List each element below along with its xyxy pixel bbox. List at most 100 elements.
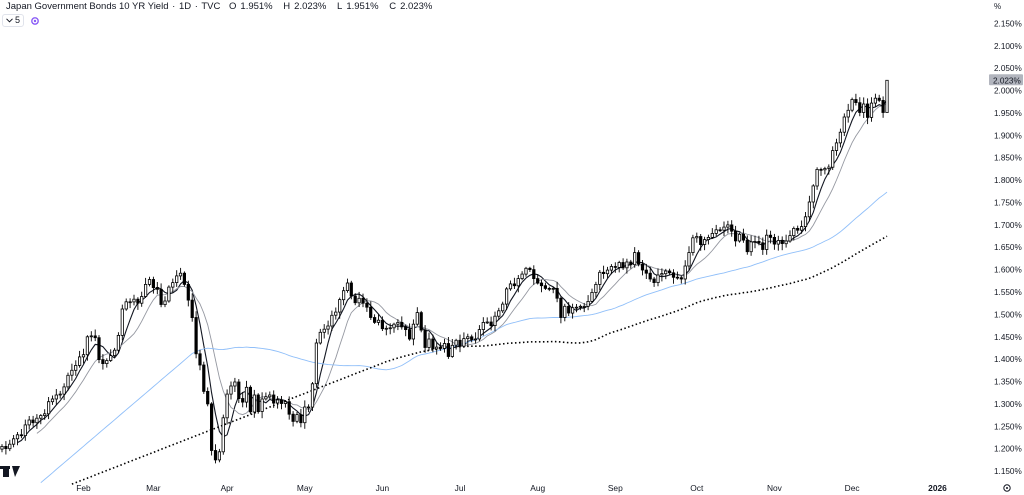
candle bbox=[776, 235, 780, 251]
last-price-badge bbox=[989, 74, 1023, 86]
candle bbox=[365, 298, 369, 312]
candle bbox=[357, 291, 361, 307]
candle bbox=[877, 94, 881, 103]
candle bbox=[664, 268, 668, 280]
price-tick-label: 1.450% bbox=[994, 333, 1022, 342]
candle bbox=[194, 311, 198, 359]
candle bbox=[404, 324, 408, 337]
candle bbox=[248, 385, 252, 415]
time-axis[interactable]: Feb Mar Apr May Jun Jul Aug Sep Oct Nov Dec 2026 bbox=[0, 466, 1011, 493]
price-tick-label: 1.950% bbox=[994, 109, 1022, 118]
candle bbox=[380, 316, 385, 331]
candle bbox=[190, 293, 194, 322]
candle bbox=[582, 302, 586, 313]
candle bbox=[602, 265, 606, 279]
candle bbox=[470, 334, 474, 343]
candle bbox=[691, 234, 695, 256]
candle bbox=[516, 275, 520, 293]
candle bbox=[788, 230, 792, 243]
candle bbox=[159, 283, 163, 308]
candle bbox=[745, 235, 749, 255]
tradingview-logo bbox=[0, 466, 20, 477]
candle bbox=[784, 234, 788, 248]
candle bbox=[299, 408, 303, 428]
candle bbox=[392, 322, 396, 333]
candle bbox=[730, 220, 734, 237]
candle bbox=[838, 128, 843, 148]
candle bbox=[710, 228, 714, 239]
candle bbox=[407, 323, 412, 341]
time-tick-label: Aug bbox=[530, 483, 545, 493]
candle bbox=[504, 287, 509, 310]
candle bbox=[171, 278, 175, 293]
candle bbox=[97, 335, 101, 364]
candle bbox=[873, 93, 878, 107]
candle bbox=[578, 304, 583, 311]
candle bbox=[400, 316, 404, 330]
candle bbox=[454, 338, 458, 350]
candle bbox=[617, 260, 621, 273]
low-value: 1.951% bbox=[346, 1, 379, 12]
candle bbox=[291, 411, 295, 427]
candle bbox=[749, 235, 753, 256]
candle bbox=[508, 280, 513, 291]
candle bbox=[846, 103, 850, 123]
price-tick-label: 2.050% bbox=[994, 64, 1022, 73]
candle bbox=[446, 337, 451, 359]
candle bbox=[272, 390, 276, 408]
candle bbox=[543, 282, 548, 290]
candle bbox=[807, 195, 812, 222]
price-axis[interactable]: % 2.150% 2.100% 2.050% 2.000% 1.950% 1.900% 1.8… bbox=[989, 2, 1023, 476]
candle bbox=[621, 258, 625, 270]
candle bbox=[35, 414, 39, 429]
candle bbox=[574, 304, 579, 313]
candle bbox=[338, 297, 342, 319]
candle bbox=[528, 266, 532, 272]
candle bbox=[737, 232, 742, 243]
candle bbox=[260, 392, 264, 419]
candle bbox=[268, 391, 272, 399]
price-tick-label: 1.550% bbox=[994, 288, 1022, 297]
candle bbox=[124, 298, 128, 311]
candle bbox=[834, 138, 839, 156]
ohlc-values: O 1.951% H 2.023% L 1.951% C 2.023% bbox=[229, 1, 433, 12]
candle bbox=[411, 319, 416, 346]
candle bbox=[0, 444, 4, 453]
candle bbox=[567, 302, 571, 316]
candle bbox=[792, 226, 796, 241]
candle bbox=[372, 314, 377, 324]
candle bbox=[178, 267, 183, 280]
candle bbox=[89, 331, 93, 342]
candle bbox=[388, 323, 392, 335]
candle bbox=[241, 392, 245, 408]
candle bbox=[101, 354, 105, 370]
candle bbox=[501, 301, 505, 313]
candles bbox=[0, 79, 889, 464]
candle bbox=[648, 266, 652, 282]
candle bbox=[287, 396, 291, 420]
gear-plugin-icon[interactable] bbox=[30, 16, 40, 26]
candle bbox=[524, 266, 528, 277]
candle bbox=[19, 429, 24, 439]
candle bbox=[221, 414, 225, 455]
price-tick-label: 1.300% bbox=[994, 400, 1022, 409]
candle bbox=[376, 314, 381, 326]
candle bbox=[796, 225, 800, 234]
candle bbox=[431, 334, 435, 353]
chevron-down-icon bbox=[6, 18, 13, 23]
candle bbox=[605, 266, 610, 279]
price-tick-label: 1.850% bbox=[994, 154, 1022, 163]
candle bbox=[780, 236, 784, 251]
candle bbox=[772, 233, 777, 250]
price-tick-label: 1.900% bbox=[994, 131, 1022, 140]
candle bbox=[23, 419, 27, 441]
candle bbox=[326, 320, 330, 335]
candle bbox=[485, 317, 489, 324]
candle bbox=[140, 291, 144, 307]
indicators-toggle-button[interactable]: 5 bbox=[2, 14, 25, 27]
time-tick-label: Jul bbox=[455, 483, 466, 493]
candle bbox=[885, 79, 889, 113]
gear-icon[interactable] bbox=[1003, 484, 1011, 492]
